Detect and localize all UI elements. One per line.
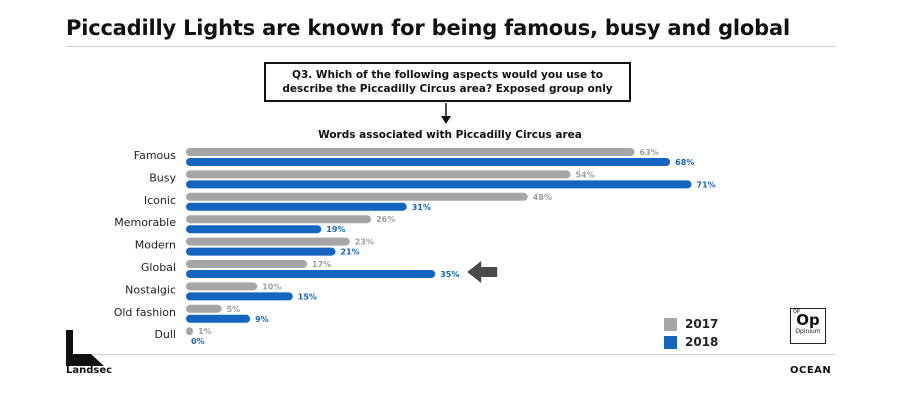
legend-swatch-2018 bbox=[664, 335, 677, 349]
bar-2017-dull bbox=[186, 327, 194, 336]
bar-2018-iconic bbox=[186, 202, 407, 211]
value-label-2018-dull: 0% bbox=[191, 337, 205, 346]
value-label-2017-modern: 23% bbox=[355, 238, 374, 247]
bar-2017-memorable bbox=[186, 215, 372, 224]
landsec-logo-text: Landsec bbox=[66, 365, 113, 376]
bar-2018-memorable bbox=[186, 225, 322, 234]
value-label-2018-iconic: 31% bbox=[412, 203, 431, 212]
value-label-2017-memorable: 26% bbox=[376, 215, 395, 224]
question-arrow-icon bbox=[441, 103, 451, 124]
bar-2018-old-fashion bbox=[186, 314, 251, 323]
category-label-busy: Busy bbox=[149, 171, 176, 184]
question-box: Q3. Which of the following aspects would… bbox=[264, 62, 631, 102]
value-label-2018-nostalgic: 15% bbox=[298, 292, 317, 301]
category-label-global: Global bbox=[141, 261, 176, 274]
page-title: Piccadilly Lights are known for being fa… bbox=[66, 16, 790, 40]
bar-2017-nostalgic bbox=[186, 282, 258, 291]
bar-2018-nostalgic bbox=[186, 292, 293, 301]
legend-item-2018: 2018 bbox=[664, 334, 718, 350]
value-label-2017-nostalgic: 10% bbox=[262, 282, 281, 291]
legend: 2017 2018 bbox=[664, 316, 718, 352]
category-label-old-fashion: Old fashion bbox=[114, 306, 176, 319]
value-label-2018-modern: 21% bbox=[341, 248, 360, 257]
value-label-2018-busy: 71% bbox=[697, 180, 716, 189]
legend-swatch-2017 bbox=[664, 317, 677, 331]
category-label-famous: Famous bbox=[134, 149, 176, 162]
value-label-2017-busy: 54% bbox=[575, 170, 594, 179]
bar-2017-iconic bbox=[186, 192, 528, 201]
bar-2018-busy bbox=[186, 180, 692, 189]
value-label-2018-famous: 68% bbox=[675, 158, 694, 167]
bar-2017-old-fashion bbox=[186, 304, 222, 313]
bar-2017-busy bbox=[186, 170, 571, 179]
ocean-logo-text: OCEAN bbox=[790, 365, 832, 376]
category-label-memorable: Memorable bbox=[114, 216, 176, 229]
bar-2018-modern bbox=[186, 247, 336, 256]
footer-divider bbox=[66, 354, 836, 355]
value-label-2017-old-fashion: 5% bbox=[227, 305, 241, 314]
opinium-corner-text: OP bbox=[793, 309, 800, 315]
category-label-nostalgic: Nostalgic bbox=[125, 283, 176, 296]
legend-item-2017: 2017 bbox=[664, 316, 718, 332]
title-divider bbox=[66, 46, 836, 47]
legend-label-2018: 2018 bbox=[685, 335, 719, 349]
opinium-symbol: Op bbox=[796, 311, 820, 329]
bar-2018-global bbox=[186, 270, 436, 278]
question-text: Q3. Which of the following aspects would… bbox=[282, 69, 613, 95]
category-label-iconic: Iconic bbox=[144, 194, 176, 207]
chart-title: Words associated with Piccadilly Circus … bbox=[318, 129, 582, 141]
landsec-logo-icon bbox=[66, 330, 104, 366]
value-label-2018-global: 35% bbox=[440, 270, 459, 279]
opinium-name: Opinium bbox=[795, 328, 821, 335]
value-label-2018-memorable: 19% bbox=[326, 225, 345, 234]
category-label-modern: Modern bbox=[135, 239, 176, 252]
bar-2017-modern bbox=[186, 237, 350, 246]
value-label-2017-iconic: 48% bbox=[533, 193, 552, 202]
value-label-2017-dull: 1% bbox=[198, 327, 212, 336]
value-label-2017-famous: 63% bbox=[640, 148, 659, 157]
bar-2017-global bbox=[186, 260, 308, 268]
bar-2018-famous bbox=[186, 158, 671, 166]
bar-2017-famous bbox=[186, 148, 635, 156]
legend-label-2017: 2017 bbox=[685, 317, 719, 331]
value-label-2017-global: 17% bbox=[312, 260, 331, 269]
value-label-2018-old-fashion: 9% bbox=[255, 315, 269, 324]
highlight-arrow-icon bbox=[467, 261, 498, 283]
opinium-logo: OP Op Opinium bbox=[790, 308, 826, 344]
category-label-dull: Dull bbox=[154, 328, 176, 341]
